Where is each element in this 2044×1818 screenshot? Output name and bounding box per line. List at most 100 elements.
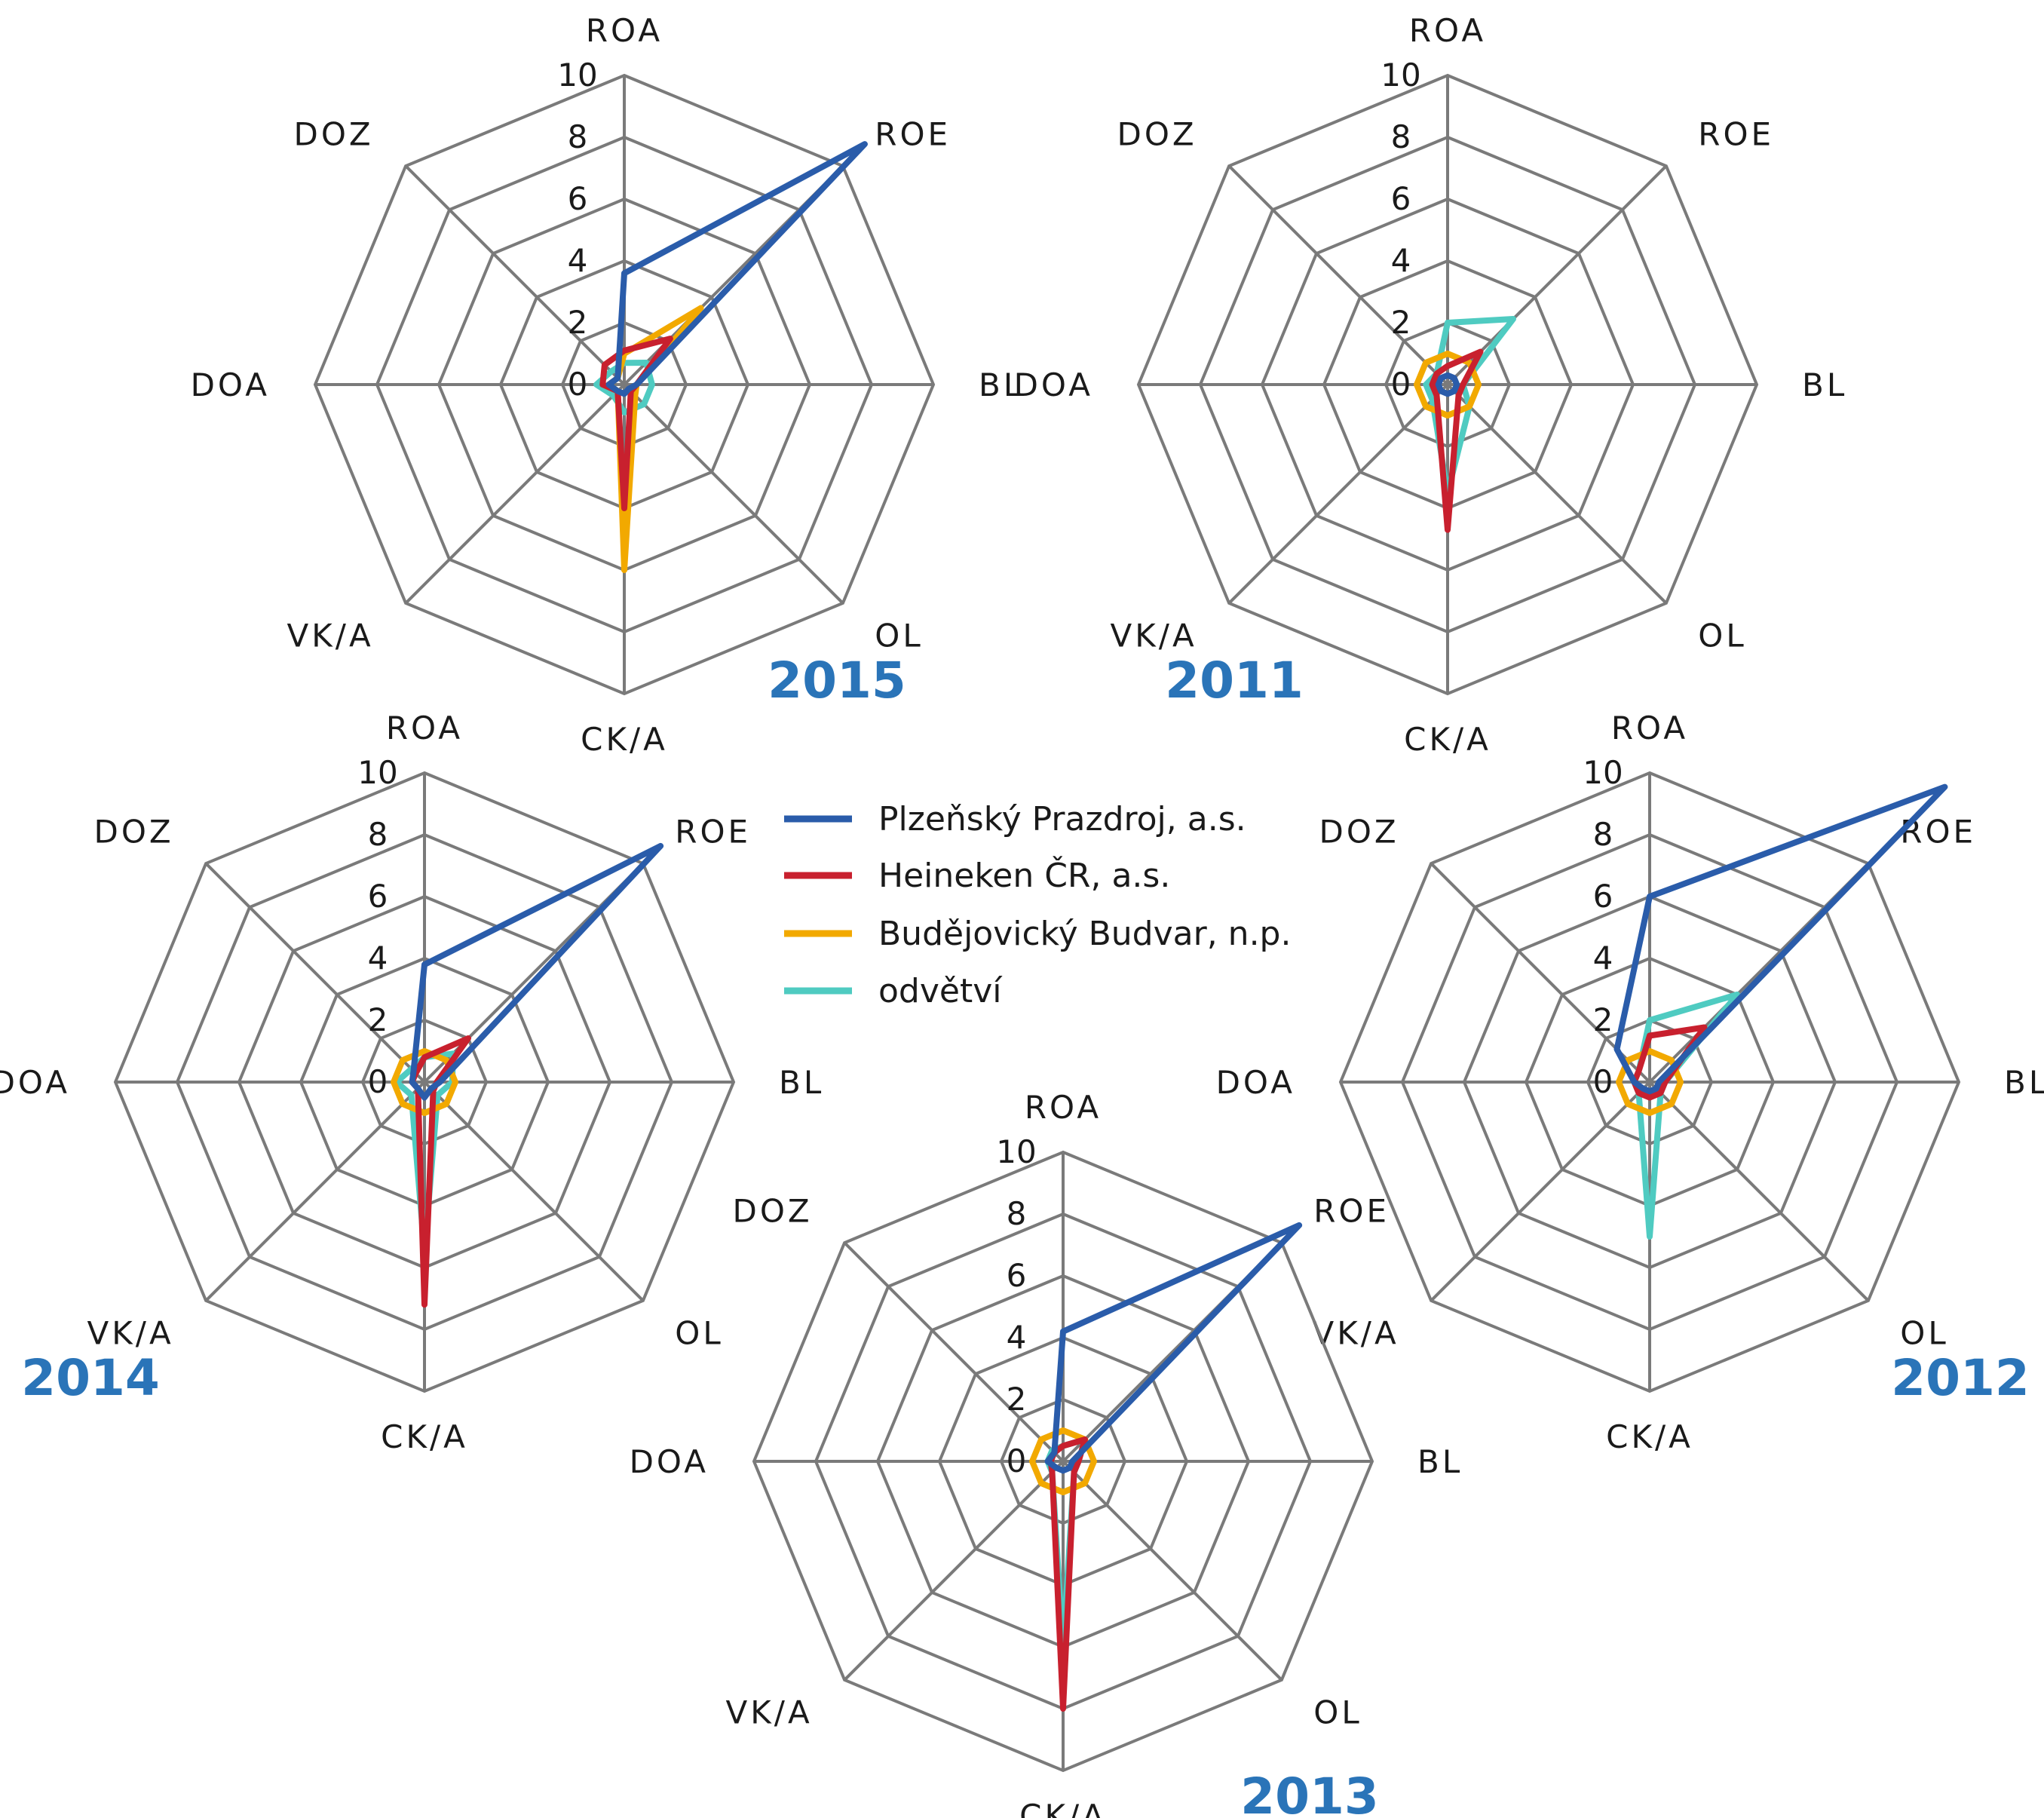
grid-spoke	[1062, 1460, 1283, 1682]
legend-item: odvětví	[784, 972, 1003, 1010]
axis-label: ROE	[675, 814, 751, 851]
axis-label: CK/A	[581, 721, 668, 758]
axis-label: DOZ	[1117, 116, 1197, 153]
tick-label: 6	[1391, 180, 1411, 217]
tick-label: 10	[1583, 754, 1623, 791]
axis-label: DOA	[191, 366, 270, 403]
grid-spoke	[204, 862, 426, 1084]
axis-label: ROA	[1025, 1089, 1102, 1126]
radar-chart-2012: 0 2 4 6 8 10 ROA ROE BL OL CK/A VK/A DOA DOZ 2012	[1216, 710, 2044, 1455]
axis-label: BL	[979, 366, 1024, 403]
axis-label: OL	[1900, 1314, 1948, 1351]
radar-chart-2014: 0 2 4 6 8 10 ROA ROE BL OL CK/A VK/A DOA DOZ 2014	[0, 710, 824, 1455]
legend: Plzeňský Prazdroj, a.s. Heineken ČR, a.s…	[784, 800, 1291, 1010]
legend-item: Plzeňský Prazdroj, a.s.	[784, 800, 1246, 838]
tick-label: 0	[368, 1063, 388, 1100]
legend-item: Budějovický Budvar, n.p.	[784, 915, 1291, 953]
grid-spoke	[1227, 383, 1449, 605]
legend-label: Plzeňský Prazdroj, a.s.	[878, 800, 1246, 838]
tick-label: 4	[1391, 242, 1411, 279]
tick-label: 8	[368, 816, 388, 853]
axis-label: BL	[1417, 1443, 1463, 1480]
legend-item: Heineken ČR, a.s.	[784, 855, 1170, 895]
series-line	[599, 336, 673, 511]
axis-label: CK/A	[1606, 1418, 1693, 1455]
tick-label: 4	[1007, 1319, 1027, 1356]
tick-label: 0	[1593, 1063, 1613, 1100]
tick-label: 2	[1593, 1001, 1613, 1038]
axis-label: DOZ	[94, 814, 174, 851]
axis-label: ROA	[1611, 710, 1688, 747]
axis-label: BL	[1802, 366, 1847, 403]
tick-label: 4	[568, 242, 588, 279]
series-line	[605, 141, 868, 397]
axis-label: VK/A	[87, 1314, 174, 1351]
grid-spoke	[204, 1081, 426, 1302]
grid-spoke	[404, 164, 626, 386]
tick-label: 10	[557, 57, 597, 94]
year-label: 2013	[1240, 1767, 1379, 1818]
tick-label: 0	[1391, 366, 1411, 403]
axis-label: DOA	[0, 1064, 70, 1101]
grid-spoke	[1648, 1081, 1870, 1302]
axis-label: OL	[675, 1314, 723, 1351]
grid-spoke	[843, 1241, 1065, 1463]
grid-spoke	[1446, 164, 1668, 386]
grid-spoke	[843, 1460, 1065, 1682]
grid-spoke	[404, 383, 626, 605]
tick-label: 8	[1007, 1195, 1027, 1232]
tick-label: 6	[568, 180, 588, 217]
axis-label: DOZ	[1319, 814, 1399, 851]
axis-label: OL	[875, 617, 923, 654]
tick-label: 6	[368, 878, 388, 915]
axis-label: ROE	[1698, 116, 1774, 153]
radar-chart-2015: 0 2 4 6 8 10 ROA ROE BL OL CK/A VK/A DOA DOZ 2015	[191, 12, 1024, 758]
tick-label: 4	[368, 940, 388, 976]
tick-label: 0	[1007, 1442, 1027, 1479]
series-line	[1044, 1222, 1303, 1474]
year-label: 2011	[1165, 651, 1304, 710]
tick-label: 8	[1391, 118, 1411, 155]
grid-spoke	[1430, 1081, 1651, 1302]
year-label: 2015	[768, 651, 906, 710]
axis-label: ROA	[386, 710, 463, 747]
axis-label: CK/A	[1019, 1798, 1107, 1818]
year-label: 2012	[1891, 1349, 2030, 1407]
tick-label: 2	[368, 1001, 388, 1038]
axis-label: VK/A	[287, 617, 374, 654]
axis-label: ROE	[875, 116, 951, 153]
axis-label: VK/A	[1313, 1314, 1399, 1351]
legend-label: Budějovický Budvar, n.p.	[878, 915, 1291, 953]
tick-label: 4	[1593, 940, 1613, 976]
axis-label: DOZ	[294, 116, 374, 153]
axis-label: DOZ	[733, 1193, 813, 1230]
axis-label: ROE	[1313, 1193, 1390, 1230]
axis-label: BL	[779, 1064, 824, 1101]
axis-label: ROA	[586, 12, 663, 49]
axis-label: CK/A	[1404, 721, 1491, 758]
tick-label: 8	[568, 118, 588, 155]
tick-label: 2	[568, 304, 588, 341]
tick-label: 10	[1381, 57, 1420, 94]
charts-layer: 0 2 4 6 8 10 ROA ROE BL OL CK/A VK/A DOA DOZ 2015 0 2 4 6 8…	[0, 12, 2044, 1818]
radar-chart-2013: 0 2 4 6 8 10 ROA ROE BL OL CK/A VK/A DOA DOZ 2013	[630, 1089, 1463, 1818]
legend-label: Heineken ČR, a.s.	[878, 855, 1170, 895]
grid-spoke	[1430, 862, 1651, 1084]
year-label: 2014	[21, 1349, 160, 1407]
axis-label: VK/A	[726, 1694, 813, 1731]
legend-label: odvětví	[878, 972, 1003, 1010]
tick-label: 10	[996, 1133, 1036, 1170]
axis-label: CK/A	[381, 1418, 468, 1455]
axis-label: DOA	[630, 1443, 709, 1480]
tick-label: 0	[568, 366, 588, 403]
axis-label: VK/A	[1111, 617, 1197, 654]
grid-spoke	[1446, 383, 1668, 605]
axis-label: OL	[1698, 617, 1746, 654]
tick-label: 2	[1007, 1381, 1027, 1418]
radar-chart-2011: 0 2 4 6 8 10 ROA ROE BL OL CK/A VK/A DOA DOZ 2011	[1014, 12, 1847, 758]
series-line	[1435, 372, 1460, 397]
axis-label: DOA	[1216, 1064, 1295, 1101]
series-line	[1613, 783, 1948, 1095]
